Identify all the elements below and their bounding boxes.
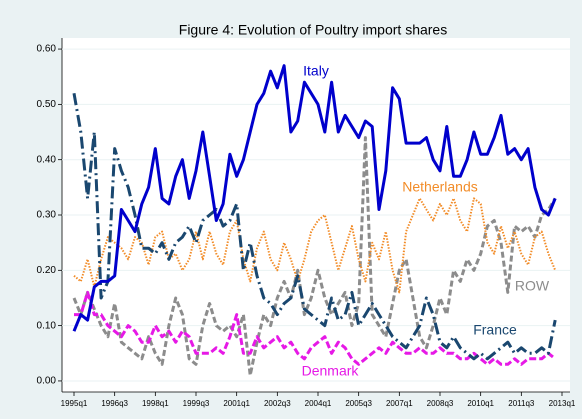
- series-line: [74, 290, 557, 366]
- series-line: [72, 136, 557, 377]
- y-tick-label: 0.30: [37, 210, 57, 221]
- x-tick-label: 1996q3: [101, 399, 128, 408]
- x-tick-label: 1998q1: [142, 399, 169, 408]
- series-label: Denmark: [302, 363, 360, 379]
- series-line: [72, 64, 557, 332]
- y-tick-label: 0.40: [37, 154, 57, 165]
- y-tick-label: 0.20: [37, 265, 57, 276]
- x-tick-label: 2008q3: [427, 399, 454, 408]
- y-tick-label: 0.00: [37, 376, 57, 387]
- x-tick-label: 2007q1: [386, 399, 413, 408]
- x-tick-label: 1995q1: [61, 399, 88, 408]
- x-tick-label: 2011q3: [508, 399, 535, 408]
- y-tick-label: 0.60: [37, 44, 57, 55]
- series-label: Italy: [303, 63, 329, 79]
- x-tick-label: 2010q1: [467, 399, 494, 408]
- x-tick-label: 2005q3: [345, 399, 372, 408]
- series-label: ROW: [515, 278, 550, 294]
- y-tick-label: 0.10: [37, 320, 57, 331]
- x-tick-label: 1999q3: [183, 399, 210, 408]
- x-tick-label: 2013q1: [549, 399, 576, 408]
- series-label: France: [473, 322, 517, 338]
- y-tick-label: 0.50: [37, 99, 57, 110]
- x-tick-label: 2002q3: [264, 399, 291, 408]
- series-label: Netherlands: [402, 179, 478, 195]
- chart-title: Figure 4: Evolution of Poultry import sh…: [179, 22, 447, 38]
- series-line: [72, 93, 557, 361]
- x-tick-label: 2004q1: [305, 399, 332, 408]
- x-tick-label: 2001q1: [223, 399, 250, 408]
